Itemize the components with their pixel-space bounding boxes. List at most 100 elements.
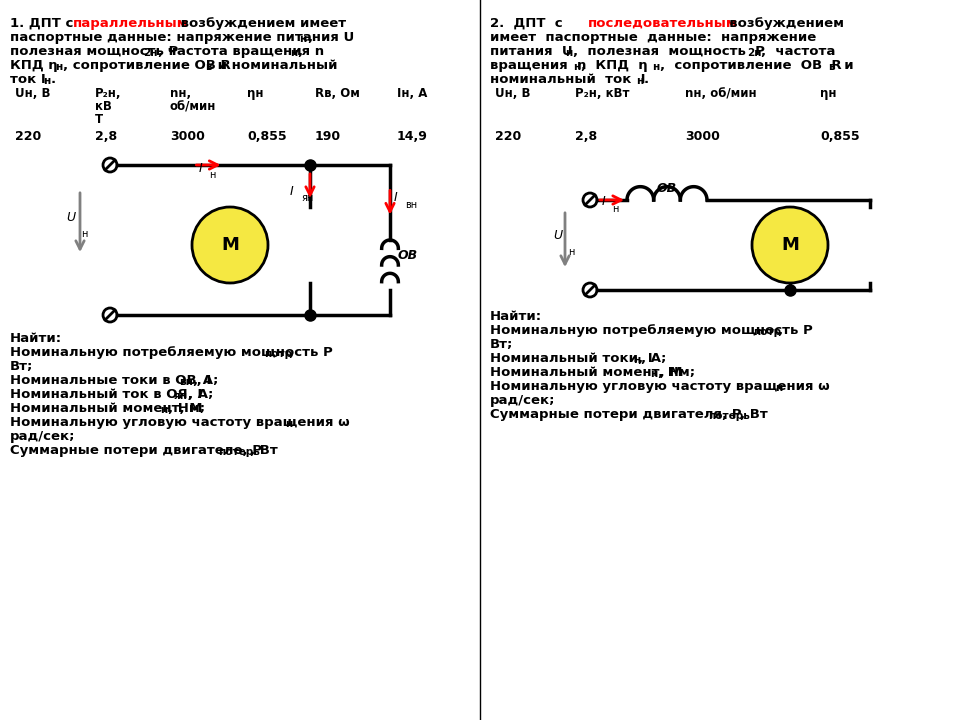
Text: ηн: ηн — [820, 87, 836, 100]
Text: 220: 220 — [15, 130, 41, 143]
Text: Iн, А: Iн, А — [397, 87, 427, 100]
Text: Вт;: Вт; — [10, 360, 34, 373]
Text: потр: потр — [753, 327, 781, 337]
Text: , А;: , А; — [641, 352, 666, 365]
Text: , Вт: , Вт — [250, 444, 277, 457]
Text: возбуждением имеет: возбуждением имеет — [176, 17, 347, 30]
Text: н: н — [650, 369, 658, 379]
Text: P₂н, кВт: P₂н, кВт — [575, 87, 630, 100]
Text: Вт;: Вт; — [490, 338, 514, 351]
Text: 1. ДПТ с: 1. ДПТ с — [10, 17, 78, 30]
Text: н: н — [573, 62, 580, 72]
Text: н: н — [290, 48, 298, 58]
Text: потерь: потерь — [708, 411, 750, 421]
Text: н: н — [568, 247, 574, 257]
Text: Суммарные потери двигателя, Р: Суммарные потери двигателя, Р — [490, 408, 741, 421]
Text: н: н — [299, 34, 306, 44]
Text: н: н — [775, 383, 782, 393]
Text: ,: , — [288, 346, 293, 359]
Text: Найти:: Найти: — [490, 310, 542, 323]
Text: н: н — [81, 228, 87, 238]
Text: Номинальный токи, I: Номинальный токи, I — [490, 352, 653, 365]
Text: , Вт: , Вт — [740, 408, 768, 421]
Text: вращения  n: вращения n — [490, 59, 587, 72]
Text: в: в — [828, 62, 834, 72]
Text: Номинальный момент, М: Номинальный момент, М — [490, 366, 683, 379]
Text: рад/сек;: рад/сек; — [10, 430, 76, 443]
Text: и: и — [835, 59, 853, 72]
Text: ηн: ηн — [247, 87, 263, 100]
Text: н: н — [209, 170, 216, 180]
Text: н: н — [612, 204, 618, 214]
Text: 220: 220 — [495, 130, 521, 143]
Text: Найти:: Найти: — [10, 332, 62, 345]
Text: в: в — [205, 62, 211, 72]
Text: кВ: кВ — [95, 100, 112, 113]
Text: nн, об/мин: nн, об/мин — [685, 87, 756, 100]
Text: вн: вн — [405, 199, 418, 210]
Text: паспортные данные: напряжение питания U: паспортные данные: напряжение питания U — [10, 31, 354, 44]
Text: имеет  паспортные  данные:  напряжение: имеет паспортные данные: напряжение — [490, 31, 816, 44]
Text: ОВ: ОВ — [398, 248, 419, 261]
Text: .: . — [644, 73, 649, 86]
Text: 2н: 2н — [747, 48, 761, 58]
Text: I: I — [602, 195, 606, 208]
Text: вн: вн — [179, 377, 193, 387]
Text: М: М — [221, 236, 239, 254]
Text: Номинальную угловую частоту вращения ω: Номинальную угловую частоту вращения ω — [490, 380, 829, 393]
Text: nн,: nн, — [170, 87, 191, 100]
Text: н: н — [43, 76, 50, 86]
Text: питания  U: питания U — [490, 45, 572, 58]
Text: полезная мощность P: полезная мощность P — [10, 45, 179, 58]
Text: 3000: 3000 — [170, 130, 204, 143]
Text: н: н — [633, 355, 640, 365]
Text: Номинальную потребляемую мощность Р: Номинальную потребляемую мощность Р — [490, 324, 813, 337]
Text: , сопротивление ОВ R: , сопротивление ОВ R — [63, 59, 230, 72]
Text: ,: , — [777, 324, 782, 337]
Text: об/мин: об/мин — [170, 100, 216, 113]
Text: 2,8: 2,8 — [95, 130, 117, 143]
Text: , А;: , А; — [188, 388, 213, 401]
Text: ,: , — [297, 45, 302, 58]
Text: , А;: , А; — [193, 374, 218, 387]
Text: ,  полезная  мощность  P: , полезная мощность P — [573, 45, 765, 58]
Text: н: н — [55, 62, 62, 72]
Text: возбуждением: возбуждением — [720, 17, 844, 30]
Text: Т: Т — [95, 113, 103, 126]
Circle shape — [752, 207, 828, 283]
Text: Rв, Ом: Rв, Ом — [315, 87, 360, 100]
Text: I: I — [199, 162, 203, 175]
Text: ,  частота: , частота — [761, 45, 835, 58]
Text: 190: 190 — [315, 130, 341, 143]
Text: U: U — [66, 211, 75, 224]
Text: Номинальную потребляемую мощность Р: Номинальную потребляемую мощность Р — [10, 346, 333, 359]
Text: I: I — [290, 184, 294, 197]
Circle shape — [192, 207, 268, 283]
Text: ,  сопротивление  ОВ  R: , сопротивление ОВ R — [660, 59, 842, 72]
Text: потр: потр — [264, 349, 292, 359]
Text: 3000: 3000 — [685, 130, 720, 143]
Text: н: н — [636, 76, 643, 86]
Text: и номинальный: и номинальный — [213, 59, 338, 72]
Text: н: н — [565, 48, 572, 58]
Text: потерь: потерь — [218, 447, 260, 457]
Text: .: . — [51, 73, 56, 86]
Text: Суммарные потери двигателе, Р: Суммарные потери двигателе, Р — [10, 444, 262, 457]
Text: параллельным: параллельным — [73, 17, 188, 30]
Text: н: н — [160, 405, 167, 415]
Text: ян: ян — [301, 193, 313, 203]
Text: М: М — [781, 236, 799, 254]
Text: н: н — [652, 62, 660, 72]
Text: 2,8: 2,8 — [575, 130, 597, 143]
Text: Uн, В: Uн, В — [15, 87, 51, 100]
Text: 0,855: 0,855 — [820, 130, 859, 143]
Text: Номинальные токи в ОВ, I: Номинальные токи в ОВ, I — [10, 374, 211, 387]
Text: 2.  ДПТ  с: 2. ДПТ с — [490, 17, 572, 30]
Text: последовательным: последовательным — [588, 17, 737, 30]
Text: ,  КПД  η: , КПД η — [581, 59, 648, 72]
Text: 14,9: 14,9 — [397, 130, 428, 143]
Text: Uн, В: Uн, В — [495, 87, 531, 100]
Text: U: U — [553, 228, 562, 241]
Text: ток I: ток I — [10, 73, 46, 86]
Text: ,: , — [307, 31, 312, 44]
